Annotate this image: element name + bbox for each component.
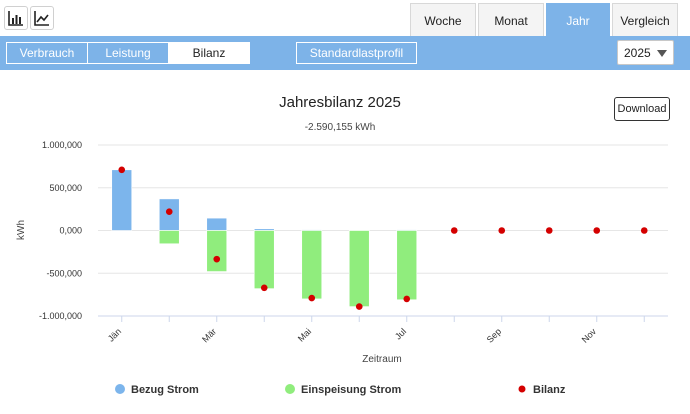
tab-jahr[interactable]: Jahr <box>546 3 610 38</box>
x-tick-label: Mai <box>296 326 313 343</box>
y-axis-label: kWh <box>16 220 27 240</box>
y-tick-label: -1.000,000 <box>39 311 82 321</box>
tab-monat[interactable]: Monat <box>478 3 544 38</box>
bar-einspeisung <box>348 230 370 307</box>
x-axis-label: Zeitraum <box>362 354 401 365</box>
bilanz-point <box>213 255 221 263</box>
y-tick-label: -500,000 <box>46 268 82 278</box>
bilanz-point <box>640 227 648 234</box>
x-tick-label: Jul <box>393 326 408 341</box>
segment-leistung[interactable]: Leistung <box>87 42 169 64</box>
x-axis-ticks: Jän Mär Mai Jul Sep Nov <box>106 316 645 345</box>
year-select-value: 2025 <box>624 46 651 60</box>
legend-einspeisung-label[interactable]: Einspeisung Strom <box>301 384 401 396</box>
legend-bezug-label[interactable]: Bezug Strom <box>131 384 199 396</box>
bilanz-point <box>355 303 363 310</box>
bilanz-point <box>498 227 506 234</box>
top-toolbar: Woche Monat Jahr Vergleich <box>0 0 690 38</box>
bar-einspeisung <box>253 230 275 289</box>
chart-points <box>118 166 648 310</box>
standardlastprofil-button[interactable]: Standardlastprofil <box>296 42 417 64</box>
legend: Bezug Strom Einspeisung Strom Bilanz <box>115 384 566 396</box>
line-chart-button[interactable] <box>30 6 54 30</box>
x-tick-label: Sep <box>485 326 503 344</box>
x-tick-label: Mär <box>200 326 218 344</box>
legend-bilanz-label[interactable]: Bilanz <box>533 384 566 396</box>
legend-bezug-marker <box>115 384 125 394</box>
chevron-down-icon <box>657 50 667 57</box>
legend-bilanz-marker <box>518 385 526 393</box>
download-button[interactable]: Download <box>614 97 670 121</box>
bar-einspeisung <box>206 230 228 272</box>
bilanz-point <box>165 208 173 215</box>
year-select[interactable]: 2025 <box>617 40 674 65</box>
x-tick-label: Nov <box>580 326 599 345</box>
bilanz-point <box>593 227 601 234</box>
view-subbar: Verbrauch Leistung Bilanz Standardlastpr… <box>0 36 690 70</box>
bilanz-point <box>308 294 316 302</box>
y-tick-label: 1.000,000 <box>42 140 82 150</box>
bar-einspeisung <box>158 230 180 245</box>
bar-chart-button[interactable] <box>4 6 28 30</box>
x-tick-label: Jän <box>106 326 123 343</box>
bilanz-point <box>450 227 458 234</box>
tab-vergleich[interactable]: Vergleich <box>612 3 678 38</box>
bilanz-point <box>260 284 268 292</box>
bilanz-point <box>545 227 553 234</box>
bar-einspeisung <box>301 230 323 300</box>
bar-chart-icon <box>8 11 23 26</box>
y-tick-label: 500,000 <box>49 183 82 193</box>
line-chart-icon <box>34 11 49 26</box>
legend-einspeisung-marker <box>285 384 295 394</box>
bar-bezug <box>111 169 133 231</box>
chart-grid <box>98 144 668 317</box>
chart-subtitle: -2.590,155 kWh <box>304 122 376 133</box>
chart-title: Jahresbilanz 2025 <box>279 94 401 111</box>
segment-bilanz[interactable]: Bilanz <box>168 42 250 64</box>
bar-einspeisung <box>396 230 418 301</box>
bilanz-point <box>118 166 126 174</box>
segment-verbrauch[interactable]: Verbrauch <box>6 42 88 64</box>
bilanz-point <box>403 295 411 303</box>
tab-woche[interactable]: Woche <box>410 3 476 38</box>
y-tick-label: 0,000 <box>59 226 82 236</box>
y-axis-ticks: -1.000,000 -500,000 0,000 500,000 1.000,000 <box>39 140 82 321</box>
bar-bezug <box>206 217 228 231</box>
